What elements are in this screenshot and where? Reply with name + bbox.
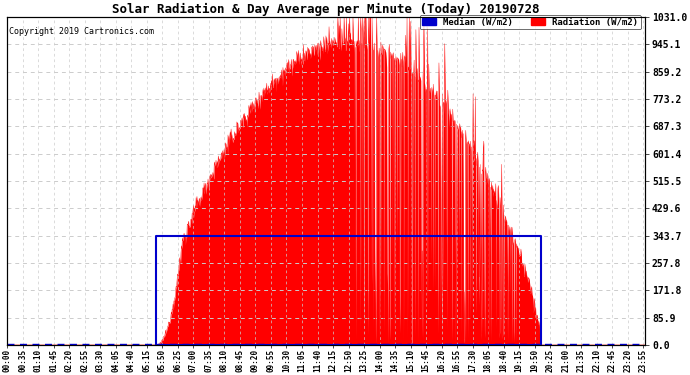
Title: Solar Radiation & Day Average per Minute (Today) 20190728: Solar Radiation & Day Average per Minute… — [112, 3, 540, 16]
Text: Copyright 2019 Cartronics.com: Copyright 2019 Cartronics.com — [8, 27, 154, 36]
Legend: Median (W/m2), Radiation (W/m2): Median (W/m2), Radiation (W/m2) — [420, 15, 640, 29]
